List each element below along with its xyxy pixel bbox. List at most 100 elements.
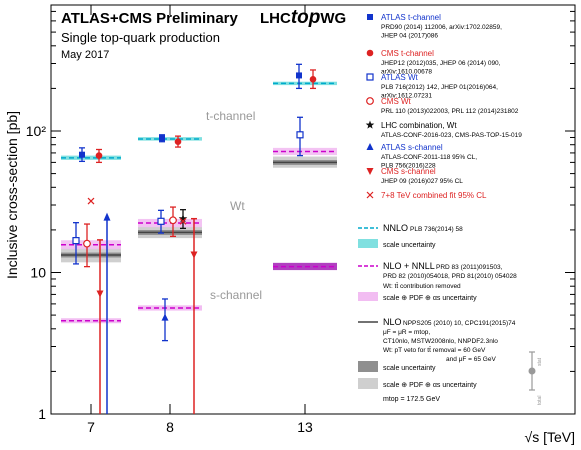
theory-bands	[61, 81, 337, 324]
legend-ref: arXiv:1610.00678	[381, 69, 432, 76]
x-tick-label: 8	[166, 419, 174, 435]
data-point	[157, 217, 165, 225]
wg-suffix: WG	[320, 10, 346, 27]
legend-marker	[366, 49, 374, 57]
legend-ref: ATLAS-CONF-2016-023, CMS-PAS-TOP-15-019	[381, 132, 522, 139]
y-axis-label: Inclusive cross-section [pb]	[4, 111, 20, 279]
legend-label: ATLAS Wt	[381, 73, 419, 82]
nnll-legend-ref2: PRD 82 (2010)054018, PRD 81(2010) 054028	[383, 273, 517, 280]
data-point	[87, 197, 95, 205]
nlo-legend-l4: and μF = 65 GeV	[446, 356, 496, 363]
series-7-8-tev-combined-fit-95-cl	[87, 197, 187, 225]
series-cms-s-channel	[96, 217, 198, 414]
wg-prefix: LHC	[260, 10, 291, 27]
legend-entry: ATLAS Wt PLB 716(2012) 142, JHEP 01(2016)…	[366, 73, 498, 100]
cms-s-channel-marker	[190, 251, 198, 259]
legend-label: CMS Wt	[381, 97, 412, 106]
nnll-legend-label: NLO + NNLL	[383, 261, 435, 271]
legend-ref: PRD90 (2014) 112006, arXiv:1702.02859,	[381, 24, 502, 31]
series-atlas-t-channel	[79, 63, 302, 163]
measurements	[72, 63, 317, 414]
x-stroke	[179, 217, 187, 225]
data-point	[178, 214, 188, 223]
legend-entry: ATLAS s-channel ATLAS-CONF-2011-118 95% C…	[366, 143, 477, 170]
data-point	[296, 131, 304, 139]
legend-label: ATLAS s-channel	[381, 143, 443, 152]
nnlo-legend-label: NNLO	[383, 223, 408, 233]
x-axis-label: √s [TeV]	[525, 429, 575, 445]
lhctopwg-label: LHCtopWG	[260, 7, 346, 28]
x-stroke	[87, 197, 95, 205]
wt-band	[61, 240, 121, 250]
nnlo-legend-ref: PLB 736(2014) 58	[410, 226, 463, 233]
x-stroke	[366, 191, 374, 199]
legend-marker	[366, 97, 374, 105]
legend-ref: PRL 110 (2013)022003, PRL 112 (2014)2318…	[381, 108, 519, 115]
legend-marker	[366, 168, 374, 175]
legend-entry: CMS t-channel JHEP12 (2012)035, JHEP 06 (…	[366, 49, 501, 76]
data-point	[72, 237, 80, 245]
data-point	[95, 152, 103, 159]
series-lhc-combination-wt	[178, 209, 188, 230]
legend-ref: PLB 716(2012) 142, JHEP 01(2016)064,	[381, 84, 498, 91]
nnlo-scale-label: scale uncertainty	[383, 242, 436, 249]
legend: ATLAS t-channel PRD90 (2014) 112006, arXi…	[365, 13, 522, 200]
legend-label: CMS t-channel	[381, 49, 434, 58]
chart-title: ATLAS+CMS Preliminary	[61, 10, 239, 27]
nnll-scale-pdf-label: scale ⊕ PDF ⊕ αs uncertainty	[383, 295, 477, 302]
legend-label: LHC combination, Wt	[381, 121, 457, 130]
legend-entry: LHC combination, Wt ATLAS-CONF-2016-023, …	[365, 120, 522, 139]
legend-marker	[366, 73, 374, 81]
channel-label: Wt	[230, 199, 245, 213]
y-tick-label: 1	[38, 406, 46, 422]
s-channel-band	[61, 318, 121, 324]
legend-ref: PLB 756(2016)228	[381, 163, 436, 170]
channel-labels: t-channel Wt s-channel	[206, 109, 262, 302]
legend-ref: JHEP12 (2012)035, JHEP 06 (2014) 090,	[381, 60, 501, 67]
data-point	[159, 135, 165, 142]
series-cms-wt	[83, 206, 177, 268]
data-point	[169, 216, 177, 225]
data-point	[309, 75, 317, 83]
legend-label: CMS s-channel	[381, 167, 436, 176]
series-atlas-wt	[72, 116, 304, 265]
upper-limit-arrow	[103, 212, 111, 221]
legend-entry: 7+8 TeV combined fit 95% CL	[366, 191, 487, 200]
legend-entry: ATLAS t-channel PRD90 (2014) 112006, arXi…	[367, 13, 502, 40]
legend-ref: ATLAS-CONF-2011-118 95% CL,	[381, 154, 477, 161]
legend-marker	[366, 143, 374, 150]
legend-label: ATLAS t-channel	[381, 13, 441, 22]
nlo-scale-label: scale uncertainty	[383, 365, 436, 372]
legend-entry: CMS s-channel JHEP 09 (2016)027 95% CL	[366, 167, 463, 185]
data-point	[179, 217, 187, 225]
legend-ref: arXiv:1612.07231	[381, 93, 432, 100]
chart-subtitle: Single top-quark production	[61, 30, 220, 45]
stat-total-marker	[528, 367, 536, 375]
nlo-legend-label: NLO	[383, 317, 402, 327]
legend-marker	[367, 14, 373, 20]
nlo-legend-l3: Wt: pT veto for tt̄ removal = 60 GeV	[383, 346, 486, 354]
data-point	[79, 151, 85, 158]
x-tick-label: 7	[87, 419, 95, 435]
legend-marker	[366, 191, 374, 199]
series-atlas-s-channel	[103, 212, 169, 414]
nnll-legend-ref1: PRD 83 (2011)091503,	[436, 264, 503, 271]
nlo-pdf-swatch	[358, 378, 378, 389]
nlo-scale-pdf-label: scale ⊕ PDF ⊕ αs uncertainty	[383, 382, 477, 389]
nlo-legend-l1: μF = μR = mtop,	[383, 329, 430, 336]
legend-ref: JHEP 09 (2016)027 95% CL	[381, 178, 463, 185]
nnlo-legend-swatch	[358, 239, 378, 248]
nlo-legend-l2: CT10nlo, MSTW2008nlo, NNPDF2.3nlo	[383, 338, 498, 345]
stat-label: stat	[537, 357, 543, 366]
data-point	[161, 313, 169, 321]
legend-label: 7+8 TeV combined fit 95% CL	[381, 191, 487, 200]
legend-marker	[365, 120, 375, 129]
data-point	[174, 138, 182, 146]
channel-label: t-channel	[206, 109, 255, 123]
wg-italic: top	[291, 7, 321, 28]
y-tick-label: 10²	[26, 123, 47, 139]
nlo-legend-ref: NPPS205 (2010) 10, CPC191(2015)74	[403, 320, 516, 327]
legend-ref: JHEP 04 (2017)086	[381, 33, 438, 40]
nnll-legend-swatch	[358, 292, 378, 301]
